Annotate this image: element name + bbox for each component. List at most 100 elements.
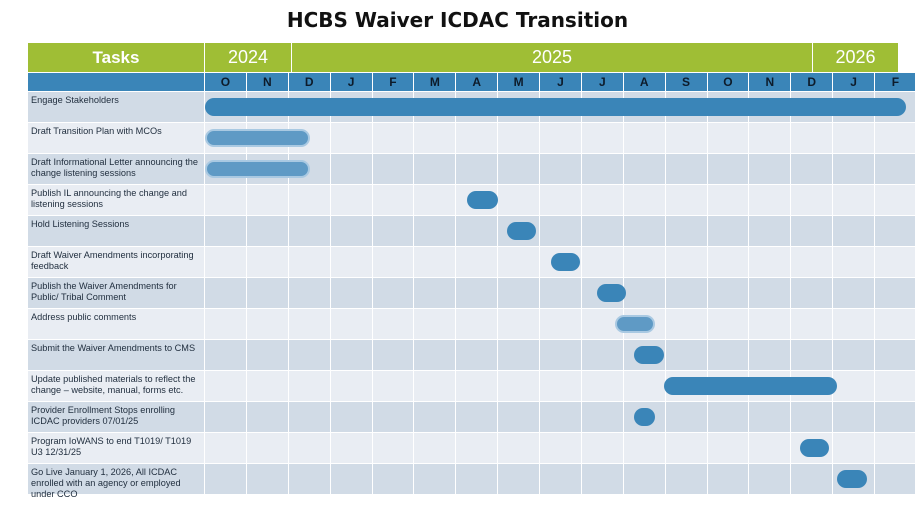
task-bar <box>596 283 626 302</box>
grid-cell <box>498 247 540 278</box>
grid-cell <box>665 464 708 495</box>
year-2025-header: 2025 <box>292 43 813 72</box>
task-label: Provider Enrollment Stops enrolling ICDA… <box>28 402 205 433</box>
grid-cell <box>498 340 540 371</box>
grid-cell <box>665 309 708 340</box>
grid-cell <box>414 402 457 433</box>
task-bar <box>205 159 310 178</box>
grid-cell <box>665 402 708 433</box>
grid-cell <box>749 216 792 247</box>
grid-cell <box>623 154 666 185</box>
grid-cell <box>372 278 415 309</box>
grid-cell <box>875 402 915 433</box>
grid-cell <box>456 309 499 340</box>
grid-cell <box>791 309 834 340</box>
grid-cell <box>372 216 415 247</box>
grid-cell <box>456 123 499 154</box>
grid-cell <box>540 464 582 495</box>
grid-cell <box>581 402 624 433</box>
grid-cell <box>749 247 792 278</box>
grid-cell <box>707 278 750 309</box>
grid-cell <box>623 278 666 309</box>
task-bar <box>634 407 656 426</box>
grid-cell <box>833 185 875 216</box>
grid-cell <box>246 402 289 433</box>
grid-cell <box>414 185 457 216</box>
grid-cell <box>205 247 247 278</box>
grid-cell <box>456 278 499 309</box>
grid-cell <box>707 154 750 185</box>
task-label: Update published materials to reflect th… <box>28 371 205 402</box>
grid-cell <box>833 216 875 247</box>
grid-cell <box>623 247 666 278</box>
grid-cell <box>665 340 708 371</box>
task-row: Hold Listening Sessions <box>28 216 915 247</box>
grid-cell <box>581 340 624 371</box>
grid-cell <box>288 402 331 433</box>
month-header: J <box>833 73 875 91</box>
task-bar <box>550 252 580 271</box>
grid-cell <box>791 464 834 495</box>
grid-cell <box>791 247 834 278</box>
task-bar <box>506 221 536 240</box>
year-2026-header: 2026 <box>813 43 899 72</box>
grid-cell <box>749 185 792 216</box>
grid-cell <box>414 371 457 402</box>
grid-cell <box>414 123 457 154</box>
grid-cell <box>875 247 915 278</box>
grid-cell <box>707 433 750 464</box>
grid-cell <box>540 402 582 433</box>
task-label: Draft Informational Letter announcing th… <box>28 154 205 185</box>
grid-cell <box>623 185 666 216</box>
grid-cell <box>330 371 373 402</box>
grid-cell <box>246 185 289 216</box>
grid-cell <box>875 464 915 495</box>
grid-cell <box>372 371 415 402</box>
grid-cell <box>749 123 792 154</box>
grid-cell <box>749 402 792 433</box>
grid-cell <box>749 278 792 309</box>
grid-cell <box>749 433 792 464</box>
grid-cell <box>581 247 624 278</box>
grid-cell <box>456 371 499 402</box>
month-header: N <box>246 73 289 91</box>
month-header: F <box>875 73 915 91</box>
task-label: Publish IL announcing the change and lis… <box>28 185 205 216</box>
grid-cell <box>330 309 373 340</box>
task-label: Publish the Waiver Amendments for Public… <box>28 278 205 309</box>
task-label: Hold Listening Sessions <box>28 216 205 247</box>
task-label: Engage Stakeholders <box>28 92 205 123</box>
grid-cell <box>665 154 708 185</box>
grid-cell <box>288 464 331 495</box>
grid-cell <box>456 216 499 247</box>
grid-cell <box>833 123 875 154</box>
task-row: Draft Waiver Amendments incorporating fe… <box>28 247 915 278</box>
grid-cell <box>875 309 915 340</box>
task-bar <box>205 128 310 147</box>
task-bar <box>205 97 907 116</box>
grid-cell <box>791 123 834 154</box>
grid-cell <box>246 371 289 402</box>
grid-cell <box>330 123 373 154</box>
grid-cell <box>791 185 834 216</box>
grid-cell <box>875 185 915 216</box>
chart-title: HCBS Waiver ICDAC Transition <box>286 8 629 32</box>
grid-cell <box>581 185 624 216</box>
grid-cell <box>833 371 875 402</box>
grid-cell <box>372 402 415 433</box>
month-header: D <box>791 73 834 91</box>
grid-cell <box>330 154 373 185</box>
grid-cell <box>498 154 540 185</box>
grid-cell <box>288 278 331 309</box>
grid-cell <box>288 247 331 278</box>
grid-cell <box>205 433 247 464</box>
month-header: M <box>414 73 457 91</box>
task-label: Program IoWANS to end T1019/ T1019 U3 12… <box>28 433 205 464</box>
month-header: O <box>205 73 247 91</box>
grid-cell <box>372 154 415 185</box>
grid-cell <box>623 371 666 402</box>
grid-cell <box>707 123 750 154</box>
month-header: A <box>623 73 666 91</box>
year-2024-header: 2024 <box>205 43 292 72</box>
grid-cell <box>623 433 666 464</box>
